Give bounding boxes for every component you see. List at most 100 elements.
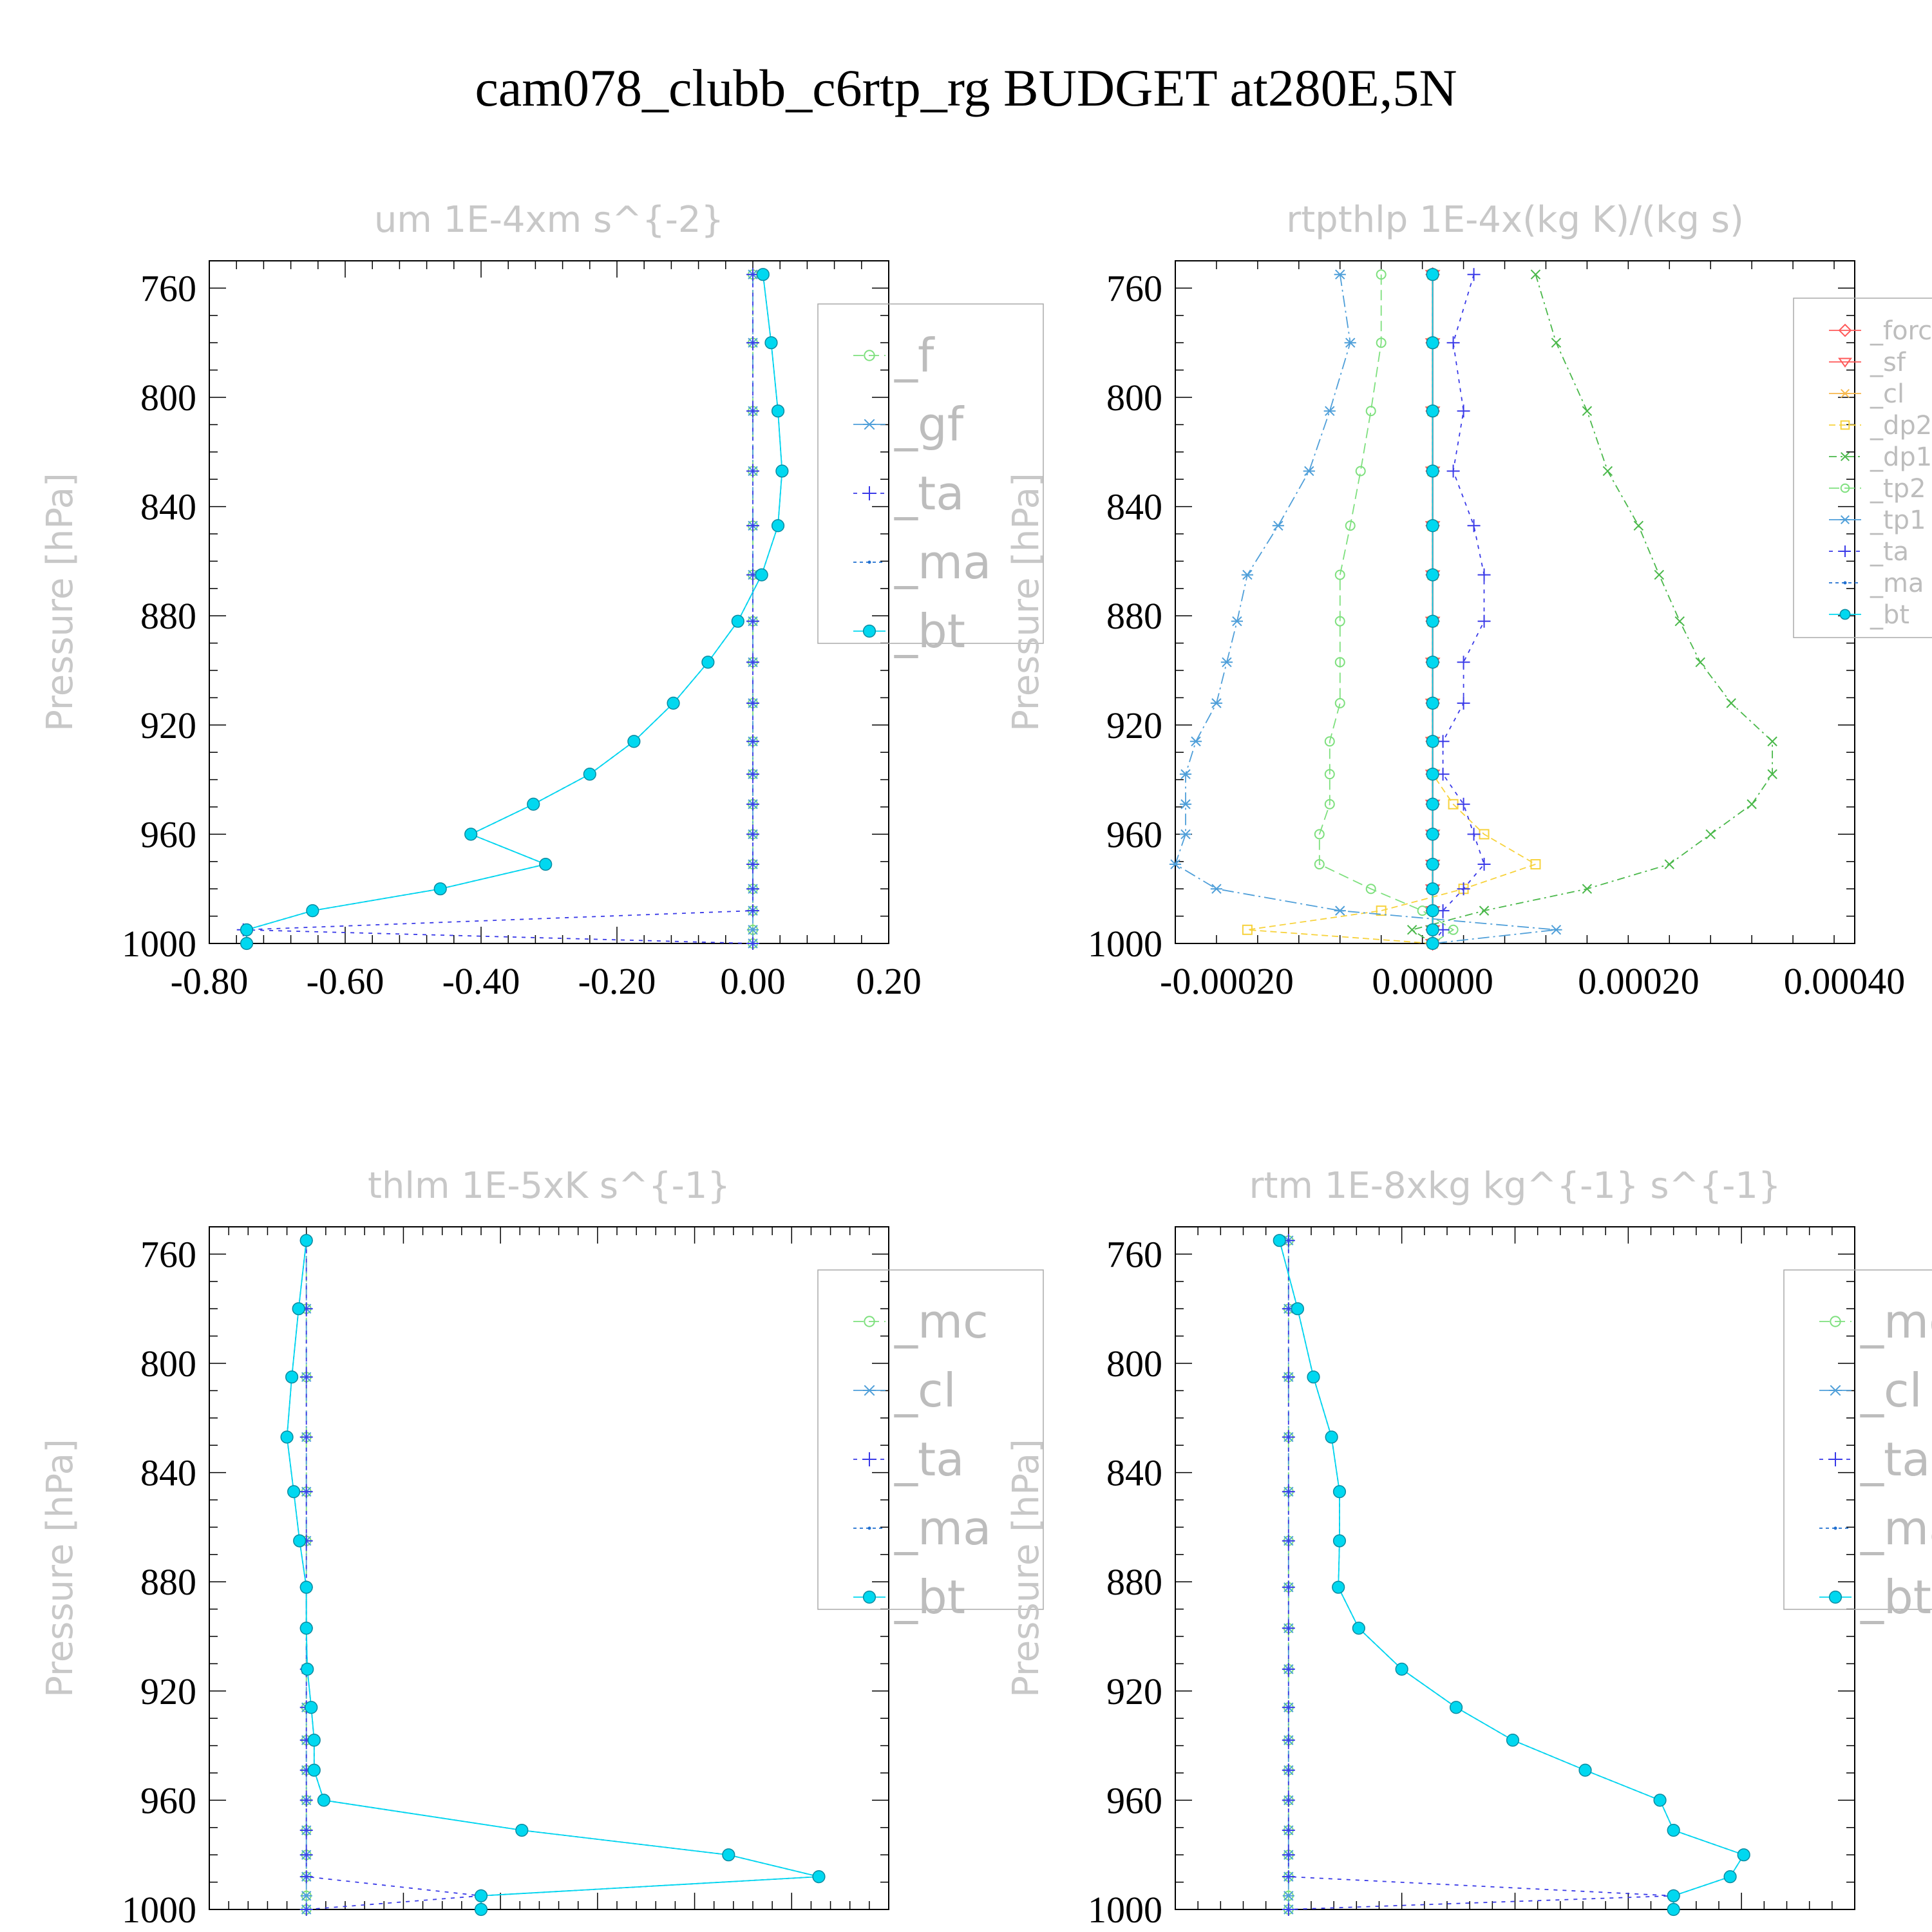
x-tick-label: 4.0 [671,1926,718,1932]
data-point [1272,520,1284,531]
y-tick-label: 840 [1106,1452,1162,1494]
series-bt [280,1234,826,1917]
data-point [1695,657,1705,667]
data-point [1365,406,1376,417]
legend-label: _dp1 [1870,442,1932,472]
data-point [746,882,759,896]
data-point [1282,1848,1295,1862]
data-point [1282,1824,1295,1837]
legend-marker [1840,451,1850,462]
x-tick-label: 0.00 [720,960,786,1002]
data-point [746,696,759,710]
legend-marker [1840,420,1850,430]
data-point [1477,614,1491,628]
legend-label: _gf [894,397,965,451]
plot-frame [209,1226,889,1910]
x-tick-label: -1.0 [1146,1926,1205,1932]
data-point [1376,905,1387,916]
data-point [1282,1622,1295,1635]
x-tick-label: 2.0 [477,1926,524,1932]
data-point [1334,905,1346,916]
data-point [583,768,596,781]
data-point [1726,698,1736,708]
data-point [1602,466,1613,477]
legend-label: _ma [894,535,991,589]
y-tick-label: 760 [1106,1233,1162,1275]
data-point [527,797,540,811]
x-tick-label: -0.80 [171,960,249,1002]
data-point [1282,1763,1295,1777]
data-point [1303,466,1315,477]
data-point [1231,616,1244,627]
data-point [775,464,789,478]
data-point [1426,923,1439,936]
x-tick-label: 0.0 [283,1926,330,1932]
legend: _mc _cl _ta _ma _bt [817,1269,1044,1624]
series-ma [245,272,784,945]
legend-marker [862,624,876,638]
data-point [1457,696,1470,710]
legend-label: _dp2 [1870,411,1932,440]
legend-marker [1828,1590,1842,1604]
legend-marker [1843,581,1847,585]
series-line [1432,274,1485,944]
data-point [299,1485,313,1499]
x-tick-label: 0.20 [856,960,922,1002]
data-point [307,1734,321,1747]
x-tick-label: -0.20 [578,960,656,1002]
legend-label: _mc [894,1294,989,1349]
data-point [1582,884,1593,894]
legend: _mc _cl _ta _ma _bt [1783,1269,1932,1624]
y-tick-label: 840 [140,1452,196,1494]
data-point [292,1302,305,1316]
series-ta [236,268,759,950]
y-axis-label: Pressure [hPa] [39,473,81,732]
data-point [299,1580,313,1594]
data-point [1210,884,1223,894]
plot-frame [1175,1226,1855,1910]
data-point [285,1370,299,1384]
legend-label: _ma [1860,1501,1932,1555]
data-point [1376,337,1387,348]
y-tick-label: 800 [140,1343,196,1385]
data-point [317,1794,330,1807]
legend-marker [1839,545,1851,557]
legend-marker [1833,1526,1837,1530]
data-point [746,768,759,781]
x-tick-label: 5.0 [768,1926,815,1932]
data-point [1467,519,1481,533]
data-point [1242,924,1253,935]
data-point [1332,1534,1347,1548]
legend-label: _forcing [1870,316,1932,346]
data-point [1314,859,1325,870]
data-point [1767,736,1777,746]
data-point [1446,336,1460,350]
y-tick-label: 920 [140,1671,196,1712]
data-point [1667,1889,1680,1902]
series-ta [1426,268,1491,950]
legend: _f _gf _ta _ma _bt [817,303,1044,658]
data-point [1705,829,1716,840]
legend-marker [862,1452,876,1466]
legend-label: _sf [1870,348,1906,377]
data-point [1282,1485,1295,1499]
legend-marker [1828,1385,1842,1396]
data-point [1210,698,1223,708]
x-tick-label: 0.00040 [1784,960,1906,1002]
data-point [1220,657,1233,667]
data-point [299,1622,313,1635]
y-axis-label: Pressure [hPa] [39,1439,81,1698]
data-point [287,1485,301,1499]
x-tick-label: 2.0 [1492,1926,1539,1932]
y-tick-label: 1000 [122,1889,196,1931]
data-point [299,1794,313,1807]
legend-label: _ta [894,466,964,520]
y-tick-label: 800 [1106,377,1162,419]
data-point [812,1870,826,1884]
data-point [1406,925,1417,935]
data-point [1334,569,1345,580]
data-point [746,656,759,669]
legend-label: _cl [1870,379,1904,409]
series-line [1247,274,1537,944]
data-point [1747,799,1757,810]
